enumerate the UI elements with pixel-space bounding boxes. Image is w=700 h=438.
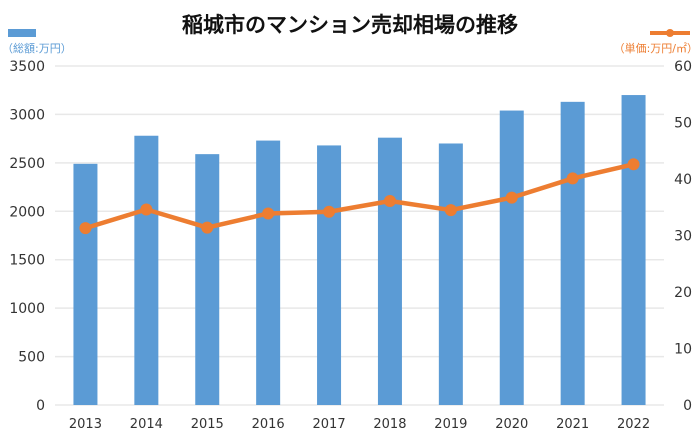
line-point — [79, 222, 92, 235]
legend-line-icon — [650, 29, 690, 37]
x-tick: 2020 — [495, 417, 528, 432]
x-tick: 2016 — [252, 417, 285, 432]
y-right-tick: 10 — [674, 342, 692, 358]
y-left-tick: 3000 — [9, 107, 45, 123]
y-right-tick: 30 — [674, 229, 692, 245]
x-tick: 2013 — [69, 417, 102, 432]
bar — [560, 101, 585, 405]
x-tick: 2018 — [373, 417, 406, 432]
x-tick: 2017 — [313, 417, 346, 432]
x-tick: 2019 — [434, 417, 467, 432]
line-point — [140, 203, 153, 216]
x-tick: 2014 — [130, 417, 163, 432]
bar — [438, 143, 463, 405]
x-tick: 2015 — [191, 417, 224, 432]
y-left-tick: 0 — [36, 398, 45, 414]
line-point — [323, 205, 336, 218]
y-right-tick: 20 — [674, 285, 692, 301]
y-left-tick: 1500 — [9, 253, 45, 269]
y-left-tick: 3500 — [9, 59, 45, 75]
y-left-tick: 1000 — [9, 301, 45, 317]
y-left-tick: 2000 — [9, 204, 45, 220]
line-point — [566, 172, 579, 185]
y-right-tick: 60 — [674, 59, 692, 75]
line-point — [505, 191, 518, 204]
line-point — [201, 221, 214, 234]
bar — [134, 135, 159, 406]
line-point — [262, 207, 275, 220]
y-right-tick: 50 — [674, 116, 692, 132]
y-right-tick: 0 — [683, 398, 692, 414]
price-line — [84, 162, 635, 231]
chart-title: 稲城市のマンション売却相場の推移 — [182, 13, 518, 37]
bar — [621, 95, 646, 406]
x-tick: 2021 — [556, 417, 589, 432]
bar — [377, 137, 402, 405]
line-point — [444, 204, 457, 217]
line-point — [383, 195, 396, 208]
left-axis-label: （総額:万円） — [2, 41, 72, 55]
bar — [73, 163, 98, 405]
line-point — [627, 158, 640, 171]
bar — [256, 140, 281, 405]
bar — [195, 154, 220, 405]
right-axis-label: （単価:万円/㎡） — [614, 41, 698, 55]
legend-bar-icon — [8, 29, 36, 37]
y-left-tick: 2500 — [9, 156, 45, 172]
bar — [317, 145, 342, 405]
bar — [499, 110, 524, 405]
y-right-tick: 40 — [674, 172, 692, 188]
y-left-tick: 500 — [18, 350, 45, 366]
x-tick: 2022 — [617, 417, 650, 432]
